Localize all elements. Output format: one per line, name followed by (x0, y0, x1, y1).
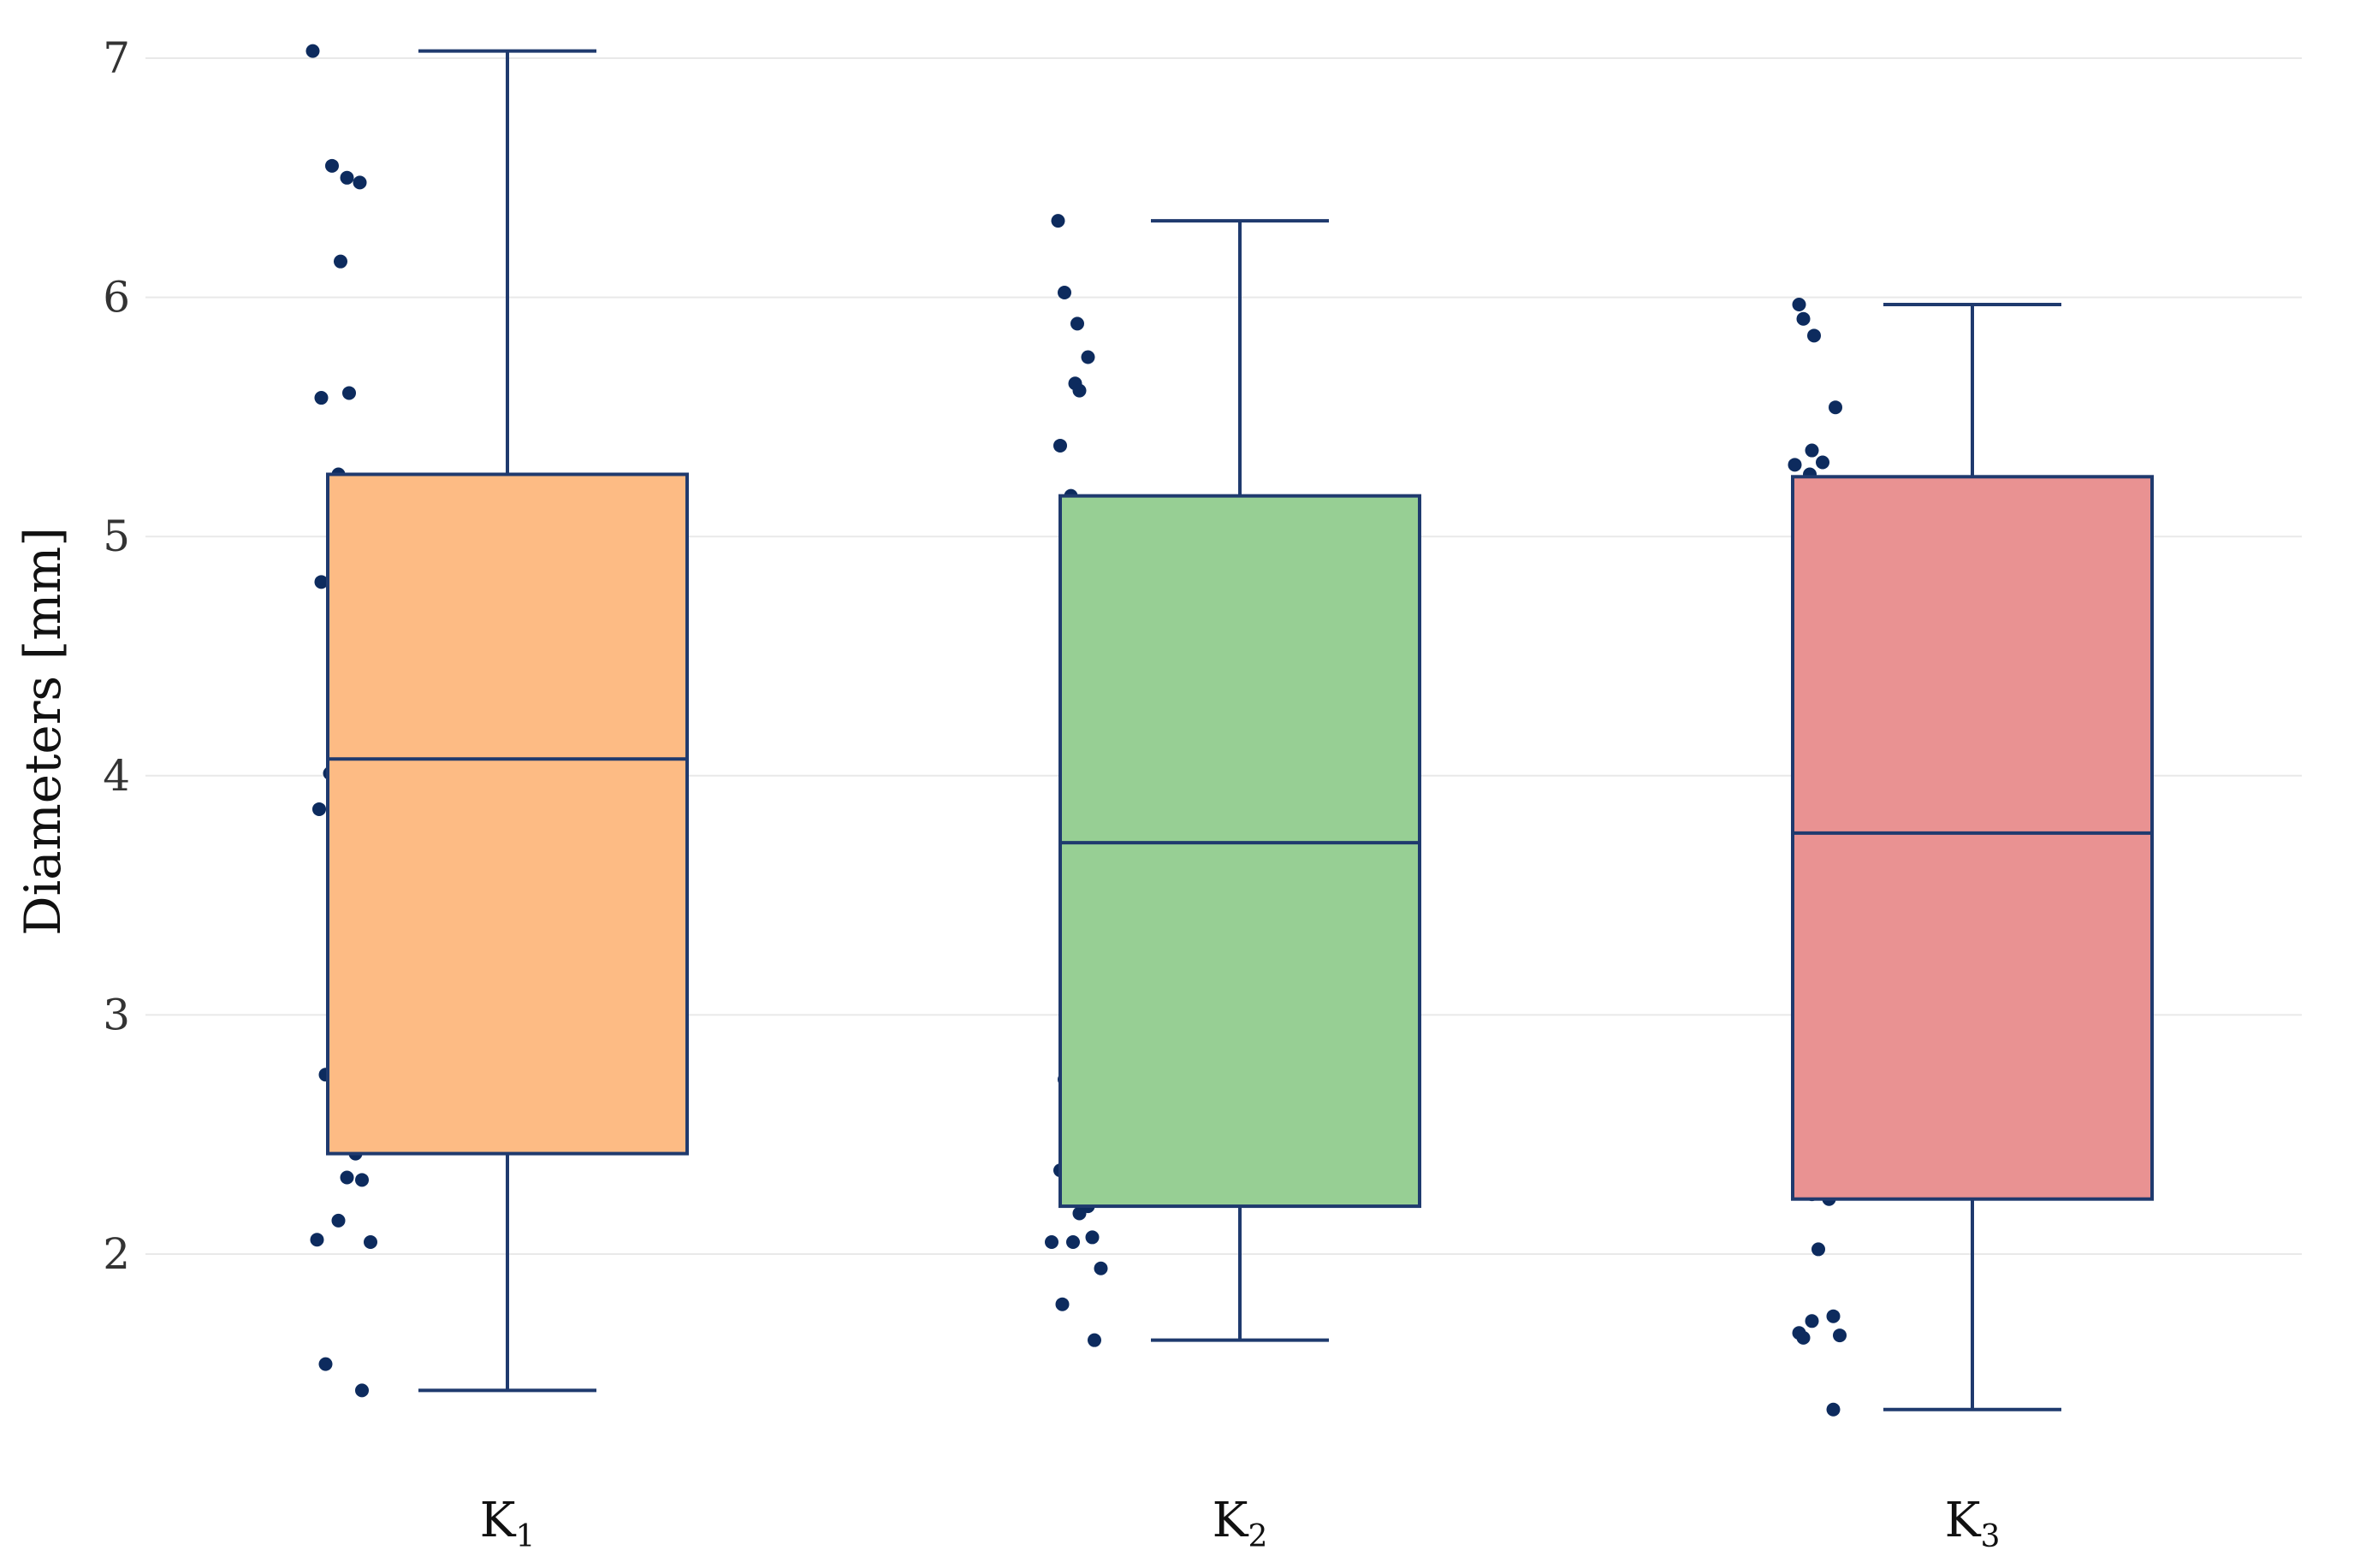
data-point (364, 1235, 377, 1250)
box-group-3 (1791, 302, 2154, 1411)
x-category-label: K2 (1213, 1493, 1268, 1554)
x-axis-labels: K1 K2 K3 (480, 1493, 2001, 1554)
data-point (305, 44, 320, 58)
data-point (331, 1213, 346, 1228)
x-category-label: K3 (1945, 1493, 2001, 1554)
box-group-1 (326, 49, 689, 1393)
data-point (1066, 1235, 1080, 1250)
y-tick-label: 3 (103, 990, 130, 1039)
data-point (334, 254, 347, 269)
data-point (1072, 383, 1087, 398)
category-subscript: 3 (1980, 1519, 2000, 1554)
category-base: K (480, 1493, 517, 1548)
category-base: K (1213, 1493, 1249, 1548)
y-axis-ticks: 2 3 4 5 6 7 (103, 33, 130, 1279)
data-point (314, 391, 329, 405)
data-point (310, 1233, 324, 1247)
data-point (1796, 1330, 1811, 1345)
data-point (340, 170, 354, 185)
y-tick-label: 2 (103, 1229, 130, 1279)
iqr-box (1058, 494, 1421, 1209)
data-point (342, 386, 356, 400)
data-point (1053, 438, 1067, 453)
data-point (1094, 1261, 1108, 1275)
category-base: K (1945, 1493, 1982, 1548)
data-point (1055, 1297, 1070, 1311)
data-point (353, 175, 367, 190)
data-point (1805, 1314, 1819, 1328)
data-point (1788, 458, 1802, 472)
data-point (1829, 400, 1842, 415)
data-point (1826, 1309, 1841, 1323)
data-point (1826, 1402, 1841, 1417)
box-group-2 (1058, 219, 1421, 1342)
category-subscript: 1 (515, 1519, 535, 1554)
y-axis-title: Diameters [mm] (14, 527, 72, 936)
iqr-box (326, 472, 689, 1156)
data-point (355, 1173, 369, 1187)
y-tick-label: 6 (103, 273, 130, 322)
y-tick-label: 7 (103, 33, 130, 83)
data-point (355, 1383, 369, 1398)
y-tick-label: 4 (103, 751, 130, 801)
data-point (1072, 1206, 1087, 1221)
data-point (1807, 328, 1821, 343)
data-point (1085, 1230, 1100, 1245)
data-point (1805, 443, 1819, 458)
data-point (314, 575, 329, 589)
data-point (1792, 297, 1806, 311)
data-point (1081, 350, 1095, 364)
data-point (1088, 1333, 1101, 1347)
data-point (340, 1170, 354, 1185)
y-tick-label: 5 (103, 512, 130, 561)
iqr-box (1791, 475, 2154, 1201)
data-point (325, 158, 339, 173)
data-point (1811, 1242, 1825, 1257)
data-point (318, 1357, 333, 1371)
x-category-label: K1 (480, 1493, 536, 1554)
data-point (312, 802, 326, 816)
data-point (1051, 214, 1065, 228)
category-subscript: 2 (1248, 1519, 1267, 1554)
data-point (1045, 1235, 1058, 1250)
boxes (326, 49, 2154, 1411)
data-point (1833, 1328, 1847, 1343)
data-point (1058, 286, 1071, 300)
data-point (1796, 311, 1811, 326)
data-point (1816, 455, 1829, 470)
data-point (1070, 317, 1084, 331)
